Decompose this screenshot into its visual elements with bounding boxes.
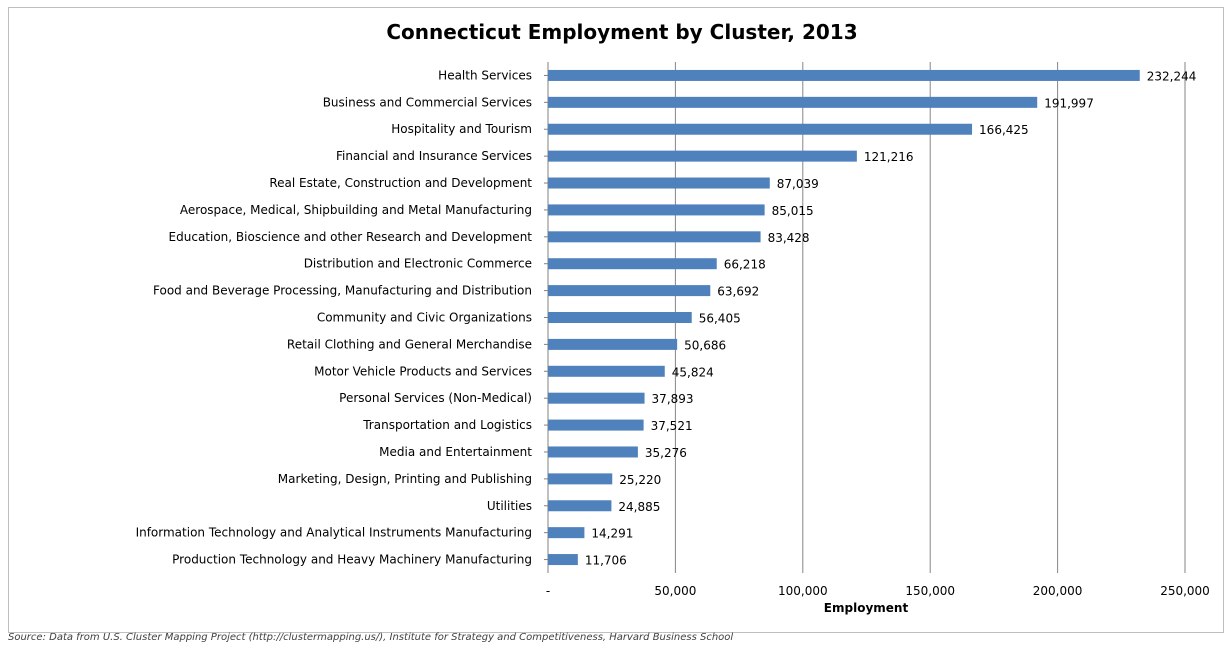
value-label: 11,706 [585, 554, 627, 568]
bar [548, 96, 1038, 108]
value-label: 45,824 [672, 365, 714, 379]
bar [548, 150, 857, 162]
value-label: 37,521 [651, 419, 693, 433]
value-label: 166,425 [979, 123, 1029, 137]
category-label: Food and Beverage Processing, Manufactur… [153, 284, 532, 298]
bar [548, 285, 711, 297]
x-axis-label: Employment [824, 601, 909, 615]
category-label: Distribution and Electronic Commerce [304, 257, 532, 271]
bar [548, 69, 1140, 81]
category-label: Education, Bioscience and other Research… [169, 230, 533, 244]
bar [548, 419, 644, 431]
bar [548, 473, 613, 485]
value-label: 56,405 [699, 312, 741, 326]
category-label: Financial and Insurance Services [336, 149, 532, 163]
bar [548, 500, 612, 512]
category-labels: Health Services Business and Commercial S… [136, 68, 533, 566]
bar [548, 392, 645, 404]
x-tick-label: 150,000 [905, 584, 955, 598]
category-label: Business and Commercial Services [323, 95, 532, 109]
gridlines [544, 62, 1186, 573]
category-label: Aerospace, Medical, Shipbuilding and Met… [180, 203, 532, 217]
value-label: 37,893 [652, 392, 694, 406]
category-label: Motor Vehicle Products and Services [314, 364, 532, 378]
category-label: Transportation and Logistics [362, 418, 532, 432]
bar [548, 554, 578, 566]
value-label: 85,015 [772, 204, 814, 218]
x-tick-label: 50,000 [654, 584, 696, 598]
bar [548, 177, 770, 189]
bar [548, 123, 973, 135]
category-label: Information Technology and Analytical In… [136, 526, 532, 540]
bar [548, 365, 665, 377]
bar [548, 527, 585, 539]
bar [548, 204, 765, 216]
x-axis-ticks: - 50,000 100,000 150,000 200,000 250,000 [546, 584, 1210, 598]
value-label: 232,244 [1147, 69, 1197, 83]
bar [548, 338, 678, 350]
x-tick-label: 200,000 [1033, 584, 1083, 598]
bar [548, 258, 717, 270]
source-note: Source: Data from U.S. Cluster Mapping P… [8, 632, 734, 643]
category-label: Real Estate, Construction and Developmen… [269, 176, 532, 190]
value-label: 87,039 [777, 177, 819, 191]
value-label: 14,291 [591, 527, 633, 541]
category-label: Marketing, Design, Printing and Publishi… [278, 472, 532, 486]
x-tick-label: - [546, 584, 550, 598]
bar [548, 312, 692, 323]
value-label: 24,885 [618, 500, 660, 514]
value-label: 63,692 [717, 285, 759, 299]
value-label: 83,428 [768, 231, 810, 245]
category-label: Retail Clothing and General Merchandise [287, 337, 532, 351]
value-labels: 232,244 191,997 166,425 121,216 87,039 85,015… [585, 69, 1197, 567]
category-label: Hospitality and Tourism [391, 122, 532, 136]
category-label: Utilities [487, 499, 532, 513]
value-label: 66,218 [724, 258, 766, 272]
chart-title: Connecticut Employment by Cluster, 2013 [386, 20, 857, 44]
bar [548, 446, 638, 458]
value-label: 50,686 [684, 338, 726, 352]
value-label: 35,276 [645, 446, 687, 460]
category-label: Personal Services (Non-Medical) [339, 391, 532, 405]
category-label: Production Technology and Heavy Machiner… [172, 553, 532, 567]
category-label: Health Services [438, 68, 532, 82]
value-label: 121,216 [864, 150, 914, 164]
category-label: Media and Entertainment [379, 445, 532, 459]
value-label: 25,220 [619, 473, 661, 487]
category-label: Community and Civic Organizations [317, 311, 532, 325]
x-tick-label: 100,000 [778, 584, 828, 598]
value-label: 191,997 [1044, 96, 1094, 110]
bar [548, 231, 761, 243]
x-tick-label: 250,000 [1160, 584, 1210, 598]
bars-group [548, 69, 1140, 566]
